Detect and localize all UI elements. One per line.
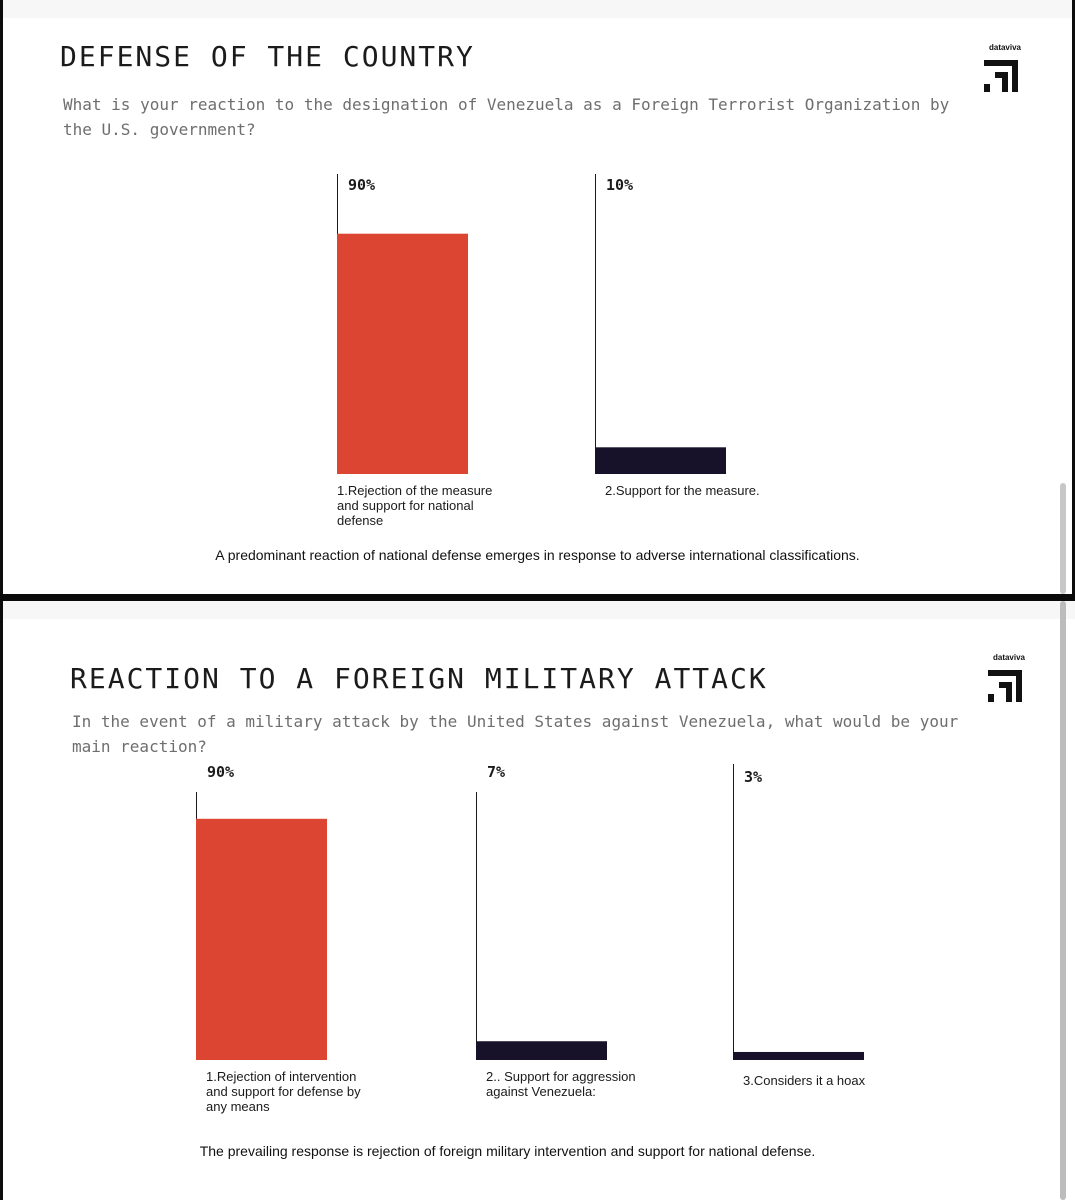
bar-chart-attack: 90% 7% 3% 1.Rejection of intervention and …	[0, 601, 1075, 1200]
bar-3	[733, 1051, 864, 1060]
chart-caption: The prevailing response is rejection of …	[199, 1143, 816, 1159]
category-label-1: 1.Rejection of the measure and support f…	[337, 483, 493, 528]
value-label-3: 3%	[744, 768, 762, 786]
chart-panel-defense: DEFENSE OF THE COUNTRY What is your reac…	[0, 0, 1075, 594]
scrollbar-track[interactable]	[1060, 601, 1066, 1200]
logo-mark-icon	[988, 670, 1022, 702]
panel-right-border	[1072, 0, 1075, 594]
logo-mark-icon	[984, 60, 1018, 92]
logo-wordmark: dataviva	[988, 43, 1022, 52]
bar-1	[337, 233, 468, 474]
panel-top-strip	[0, 0, 1075, 18]
value-label-1: 90%	[207, 763, 234, 781]
category-label-1: 1.Rejection of intervention and support …	[206, 1069, 361, 1114]
bar-chart-attack-svg: 90% 7% 3%	[196, 763, 864, 1060]
scrollbar-thumb[interactable]	[1060, 483, 1066, 594]
bar-2	[595, 447, 726, 474]
dataviva-logo: dataviva	[984, 653, 1034, 703]
logo-wordmark: dataviva	[992, 653, 1026, 662]
chart-title: REACTION TO A FOREIGN MILITARY ATTACK	[70, 662, 768, 695]
panel-top-strip	[0, 601, 1075, 619]
panel-divider	[0, 594, 1075, 601]
panel-left-border	[0, 0, 3, 594]
value-label-2: 7%	[487, 763, 505, 781]
bar-chart-defense: 90% 10% 1.Rejection of the measure and su…	[0, 0, 1075, 594]
category-label-2: 2.Support for the measure.	[605, 483, 760, 498]
bar-1	[196, 818, 327, 1060]
value-label-1: 90%	[348, 176, 375, 194]
chart-title: DEFENSE OF THE COUNTRY	[60, 40, 475, 73]
chart-question: What is your reaction to the designation…	[63, 95, 950, 139]
chart-question: In the event of a military attack by the…	[72, 712, 959, 756]
bar-chart-defense-svg: 90% 10%	[337, 174, 726, 474]
dataviva-logo: dataviva	[980, 43, 1030, 93]
chart-panel-attack: REACTION TO A FOREIGN MILITARY ATTACK In…	[0, 601, 1075, 1200]
panel-left-border	[0, 601, 3, 1200]
bar-2	[476, 1041, 607, 1060]
category-label-3: 3.Considers it a hoax	[743, 1073, 866, 1088]
chart-caption: A predominant reaction of national defen…	[215, 547, 860, 563]
category-label-2: 2.. Support for aggression against Venez…	[486, 1069, 636, 1099]
value-label-2: 10%	[606, 176, 633, 194]
